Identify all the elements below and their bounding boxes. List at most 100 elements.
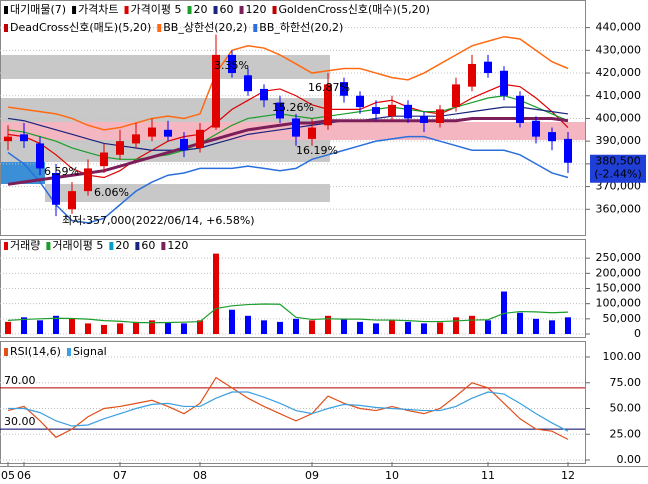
candle-body <box>324 84 332 126</box>
candle-body <box>532 120 540 137</box>
y-tick-label: 50,000 <box>603 312 642 325</box>
volume-bar <box>341 318 347 334</box>
volume-bar <box>149 320 155 334</box>
candle-body <box>164 129 172 137</box>
volume-ma <box>7 303 569 324</box>
candle-body <box>244 75 252 92</box>
legend-label: 가격이평 5 <box>131 3 182 16</box>
volume-bar <box>53 315 59 334</box>
x-tick-label: 11 <box>481 469 495 482</box>
y-tick-label: 250,000 <box>596 251 642 264</box>
labels: 360,000370,000380,000390,000400,000410,0… <box>1 3 646 482</box>
x-tick-label: 05 <box>1 469 15 482</box>
legend-swatch <box>109 242 114 250</box>
legend-swatch <box>4 242 8 250</box>
volume-bar <box>421 323 427 334</box>
y-tick-label: 75.00 <box>610 376 642 389</box>
price-badge <box>590 154 646 183</box>
legend-label: 60 <box>220 3 234 16</box>
legend-swatch <box>66 348 71 356</box>
candle-body <box>292 118 300 137</box>
volume-bar <box>437 322 443 334</box>
candle-body <box>116 141 124 155</box>
legend-swatch <box>161 242 166 250</box>
volume-bar <box>389 320 395 334</box>
legend-swatch <box>72 6 77 14</box>
legend-swatch <box>213 6 218 14</box>
y-tick-label: 0 <box>634 327 641 340</box>
candle-body <box>52 172 60 205</box>
x-tick-label: 08 <box>193 469 207 482</box>
panel-frame <box>0 341 586 464</box>
legend-swatch <box>46 242 51 250</box>
y-tick-label: 150,000 <box>596 282 642 295</box>
legend-label: 20 <box>194 3 208 16</box>
annotation: 16.87% <box>308 81 350 94</box>
legend-label: BB_상한선(20,2) <box>163 21 247 34</box>
y-tick-label: 390,000 <box>596 134 642 147</box>
volume-bar <box>549 320 555 334</box>
volume-bar <box>101 324 107 334</box>
last-price: 380,500 <box>595 155 641 168</box>
volume-bar <box>373 323 379 334</box>
candle-body <box>212 54 220 128</box>
volume-bar <box>245 315 251 334</box>
legend-label: 120 <box>167 239 188 252</box>
x-tick-label: 07 <box>113 469 127 482</box>
candle-body <box>452 84 460 108</box>
volume-bar <box>453 317 459 334</box>
legend-swatch <box>239 6 244 14</box>
reference-label: 70.00 <box>4 374 36 387</box>
moving-average <box>7 83 569 179</box>
candle-body <box>132 134 140 144</box>
volume-bar <box>501 291 507 334</box>
candle-body <box>196 129 204 148</box>
y-tick-label: 430,000 <box>596 43 642 56</box>
candle-body <box>260 88 268 101</box>
volume-bar <box>533 318 539 334</box>
volume-bar <box>469 315 475 334</box>
rsi-line <box>8 391 569 432</box>
volume-bar <box>293 318 299 334</box>
candle-body <box>468 63 476 87</box>
x-tick-label: 09 <box>305 469 319 482</box>
candle-body <box>36 143 44 169</box>
legend-label: RSI(14,6) <box>10 345 61 358</box>
y-tick-label: 360,000 <box>596 202 642 215</box>
moving-average <box>7 116 569 186</box>
legend-swatch <box>4 6 8 14</box>
annotation: 15.26% <box>272 101 314 114</box>
candle-body <box>356 95 364 108</box>
rsi-line <box>7 376 569 440</box>
price-change: (-2.44%) <box>594 168 642 181</box>
annotation: 3.35% <box>214 59 249 72</box>
legend-swatch <box>272 6 277 14</box>
volume-bar <box>165 322 171 334</box>
y-tick-label: 100,000 <box>596 297 642 310</box>
legend-swatch <box>187 6 192 14</box>
volume-bar <box>517 312 523 334</box>
candle-body <box>388 104 396 117</box>
candle-body <box>100 152 108 167</box>
candle-body <box>308 127 316 139</box>
candle-body <box>404 104 412 119</box>
legend-label: 60 <box>141 239 155 252</box>
legend-swatch <box>4 24 8 32</box>
annotation: 최저:357,000(2022/06/14, +6.58%) <box>62 214 255 227</box>
y-tick-label: 0.00 <box>617 453 642 466</box>
moving-average <box>7 106 569 151</box>
annotation: 16.19% <box>296 144 338 157</box>
annotation: 6.06% <box>94 186 129 199</box>
x-tick-label: 12 <box>561 469 575 482</box>
legend-swatch <box>4 348 8 356</box>
y-tick-label: 410,000 <box>596 89 642 102</box>
candle-body <box>548 132 556 142</box>
candle-body <box>180 138 188 151</box>
legend-label: 120 <box>246 3 267 16</box>
candle-body <box>228 54 236 74</box>
volume-bar <box>69 318 75 334</box>
x-tick-label: 06 <box>17 469 31 482</box>
legend-label: GoldenCross신호(매수)(5,20) <box>279 3 430 16</box>
candle-body <box>420 116 428 123</box>
supply-zone <box>0 162 45 184</box>
